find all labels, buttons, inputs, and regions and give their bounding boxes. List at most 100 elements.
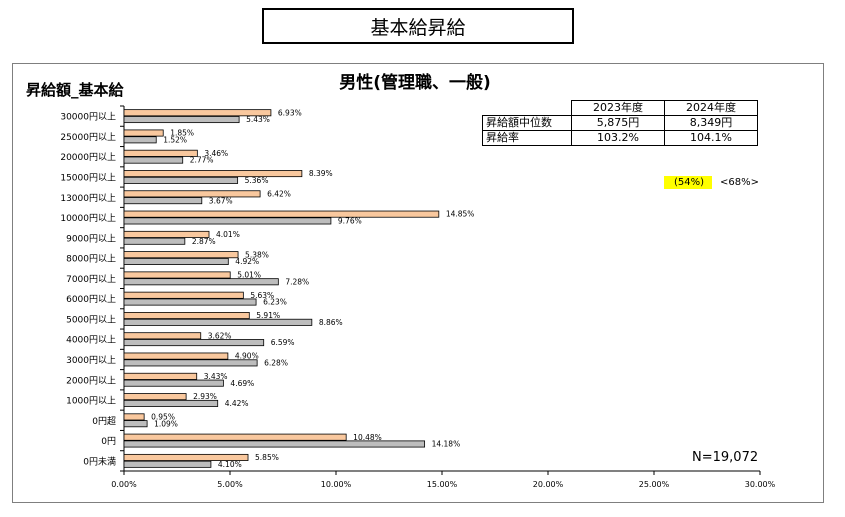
data-label: 4.42% [225, 399, 249, 408]
category-label: 20000円以上 [60, 152, 116, 163]
category-label: 13000円以上 [60, 193, 116, 204]
x-tick-label: 5.00% [217, 480, 243, 489]
bar [123, 352, 229, 360]
category-label: 6000円以上 [66, 294, 116, 305]
data-label: 1.52% [163, 135, 187, 144]
bar [123, 109, 272, 117]
bar [123, 312, 250, 320]
bar [123, 420, 148, 428]
category-label: 0円超 [92, 415, 116, 427]
data-label: 5.43% [246, 115, 270, 124]
data-label: 9.76% [338, 217, 362, 226]
summary-cell: 103.2% [571, 130, 665, 146]
note-highlight: (54%) [664, 176, 713, 189]
data-label: 10.48% [353, 433, 382, 442]
bar [123, 230, 210, 238]
sample-size-label: N=19,072 [692, 450, 759, 465]
data-label: 3.46% [204, 149, 228, 158]
bar [123, 257, 229, 265]
note-plain: <68%> [720, 177, 759, 188]
category-label: 4000円以上 [66, 335, 116, 346]
bar [123, 332, 202, 340]
bar [123, 359, 258, 367]
category-label: 0円 [101, 436, 116, 447]
bar [123, 318, 313, 326]
data-label: 8.39% [309, 169, 333, 178]
bar [123, 149, 198, 157]
bar [123, 156, 184, 164]
x-tick-label: 25.00% [639, 480, 670, 489]
bar [123, 393, 187, 401]
bar [123, 413, 145, 421]
bar [123, 339, 265, 347]
data-label: 6.42% [267, 189, 291, 198]
data-label: 3.67% [209, 196, 233, 205]
summary-row-label: 昇給率 [482, 130, 572, 146]
category-label: 9000円以上 [66, 233, 116, 244]
category-label: 5000円以上 [66, 314, 116, 325]
data-label: 14.85% [446, 210, 475, 219]
summary-cell: 104.1% [664, 130, 758, 146]
data-label: 8.86% [319, 318, 343, 327]
bar [123, 210, 440, 218]
bar [123, 190, 261, 198]
data-label: 14.18% [432, 440, 461, 449]
data-label: 5.01% [237, 271, 261, 280]
bar [123, 433, 347, 441]
summary-row-rate: 昇給率 103.2% 104.1% [482, 130, 758, 146]
chart-frame [12, 63, 824, 503]
bar [123, 372, 198, 380]
x-tick-label: 10.00% [321, 480, 352, 489]
data-label: 5.38% [245, 250, 269, 259]
data-label: 2.93% [193, 392, 217, 401]
bar [123, 460, 212, 468]
data-label: 5.63% [250, 291, 274, 300]
x-tick-label: 0.00% [111, 480, 137, 489]
data-label: 2.77% [190, 156, 214, 165]
bar [123, 176, 239, 184]
data-label: 7.28% [285, 277, 309, 286]
summary-cell: 8,349円 [664, 115, 758, 131]
summary-header-2024: 2024年度 [664, 100, 758, 116]
bar [123, 237, 186, 245]
data-label: 4.10% [218, 460, 242, 469]
data-label: 3.43% [204, 372, 228, 381]
category-label: 7000円以上 [66, 274, 116, 285]
category-label: 10000円以上 [60, 213, 116, 224]
summary-row-median: 昇給額中位数 5,875円 8,349円 [482, 115, 758, 131]
bar [123, 251, 239, 259]
category-label: 25000円以上 [60, 132, 116, 143]
bar [123, 129, 164, 137]
data-label: 4.90% [235, 352, 259, 361]
bar [123, 399, 219, 407]
data-label: 5.91% [256, 311, 280, 320]
bar [123, 291, 244, 299]
data-label: 0.95% [151, 413, 175, 422]
x-tick-label: 30.00% [745, 480, 776, 489]
data-label: 6.23% [263, 298, 287, 307]
category-label: 1000円以上 [66, 396, 116, 407]
data-label: 2.87% [192, 237, 216, 246]
bar [123, 217, 332, 225]
bar [123, 440, 426, 448]
category-label: 3000円以上 [66, 355, 116, 366]
category-label: 8000円以上 [66, 254, 116, 265]
summary-header-2023: 2023年度 [571, 100, 665, 116]
chart-title: 男性(管理職、一般) [339, 73, 491, 93]
summary-corner-cell [482, 100, 572, 116]
data-label: 1.09% [154, 419, 178, 428]
bar [123, 116, 240, 124]
summary-cell: 5,875円 [571, 115, 665, 131]
category-label: 2000円以上 [66, 375, 116, 386]
data-label: 5.85% [255, 453, 279, 462]
x-tick-label: 20.00% [533, 480, 564, 489]
data-label: 4.69% [230, 379, 254, 388]
x-tick-label: 15.00% [427, 480, 458, 489]
bar [123, 136, 157, 144]
bar [123, 379, 224, 387]
bar [123, 298, 257, 306]
data-label: 6.28% [264, 358, 288, 367]
category-label: 30000円以上 [60, 112, 116, 123]
page-title: 基本給昇給 [262, 8, 574, 44]
